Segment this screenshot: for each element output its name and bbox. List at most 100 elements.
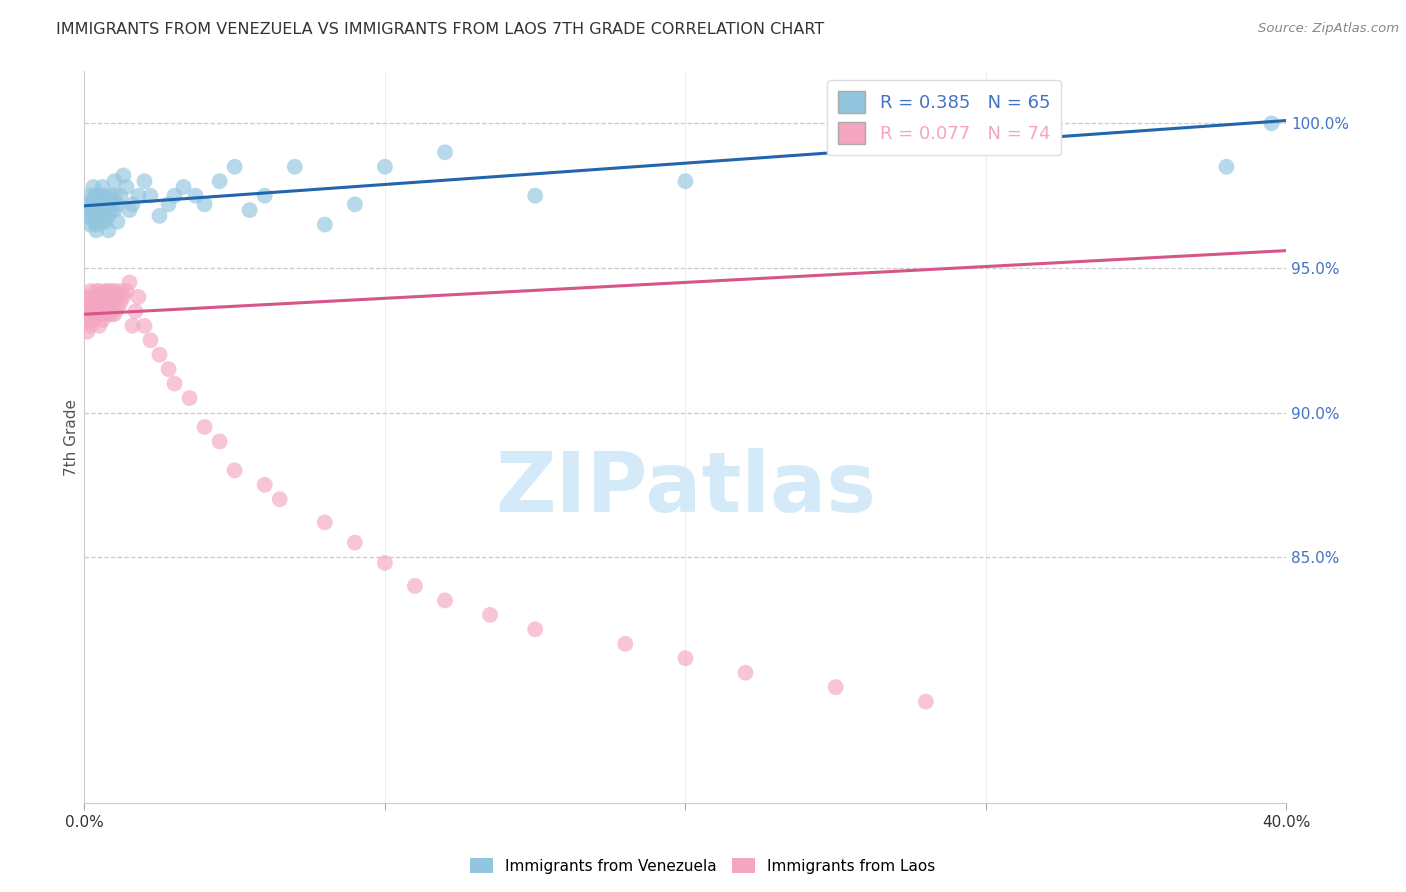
Point — [91, 301, 114, 316]
Point — [115, 284, 138, 298]
Point — [91, 192, 114, 206]
Point — [148, 348, 170, 362]
Point — [76, 313, 98, 327]
Point — [89, 197, 111, 211]
Point — [82, 215, 104, 229]
Point — [94, 188, 117, 202]
Point — [434, 145, 457, 160]
Point — [110, 188, 132, 202]
Point — [97, 284, 120, 298]
Text: Source: ZipAtlas.com: Source: ZipAtlas.com — [1258, 22, 1399, 36]
Point — [121, 318, 143, 333]
Point — [91, 313, 114, 327]
Point — [94, 295, 117, 310]
Point — [103, 174, 125, 188]
Point — [76, 304, 98, 318]
Point — [675, 174, 697, 188]
Point — [614, 637, 637, 651]
Point — [112, 290, 135, 304]
Point — [82, 313, 104, 327]
Point — [374, 556, 396, 570]
Point — [179, 391, 201, 405]
Point — [103, 307, 125, 321]
Point — [97, 223, 120, 237]
Point — [915, 695, 938, 709]
Point — [91, 215, 114, 229]
Point — [94, 290, 117, 304]
Point — [76, 197, 98, 211]
Point — [675, 651, 697, 665]
Point — [314, 516, 336, 530]
Point — [79, 301, 101, 316]
Point — [343, 535, 366, 549]
Point — [124, 304, 146, 318]
Point — [148, 209, 170, 223]
Text: ZIPatlas: ZIPatlas — [495, 448, 876, 529]
Point — [94, 307, 117, 321]
Point — [194, 420, 217, 434]
Point — [86, 209, 108, 223]
Point — [82, 301, 104, 316]
Point — [103, 284, 125, 298]
Point — [86, 223, 108, 237]
Point — [86, 284, 108, 298]
Point — [86, 301, 108, 316]
Point — [89, 188, 111, 202]
Point — [89, 318, 111, 333]
Point — [1260, 116, 1282, 130]
Point — [100, 307, 122, 321]
Point — [239, 203, 262, 218]
Point — [94, 215, 117, 229]
Point — [134, 174, 156, 188]
Point — [110, 295, 132, 310]
Point — [82, 203, 104, 218]
Point — [107, 301, 129, 316]
Point — [127, 290, 149, 304]
Point — [121, 197, 143, 211]
Point — [76, 290, 98, 304]
Point — [734, 665, 756, 680]
Point — [103, 188, 125, 202]
Point — [208, 174, 231, 188]
Legend: Immigrants from Venezuela, Immigrants from Laos: Immigrants from Venezuela, Immigrants fr… — [464, 852, 942, 880]
Point — [224, 463, 246, 477]
Point — [107, 197, 129, 211]
Point — [86, 203, 108, 218]
Point — [134, 318, 156, 333]
Point — [269, 492, 291, 507]
Point — [100, 203, 122, 218]
Point — [76, 325, 98, 339]
Text: IMMIGRANTS FROM VENEZUELA VS IMMIGRANTS FROM LAOS 7TH GRADE CORRELATION CHART: IMMIGRANTS FROM VENEZUELA VS IMMIGRANTS … — [56, 22, 824, 37]
Point — [112, 169, 135, 183]
Point — [94, 284, 117, 298]
Point — [434, 593, 457, 607]
Point — [115, 180, 138, 194]
Point — [110, 284, 132, 298]
Point — [89, 301, 111, 316]
Point — [127, 188, 149, 202]
Point — [76, 301, 98, 316]
Point — [824, 680, 846, 694]
Point — [253, 477, 276, 491]
Point — [284, 160, 307, 174]
Point — [86, 197, 108, 211]
Point — [91, 290, 114, 304]
Point — [184, 188, 207, 202]
Point — [79, 203, 101, 218]
Point — [163, 188, 186, 202]
Point — [97, 307, 120, 321]
Point — [253, 188, 276, 202]
Point — [100, 295, 122, 310]
Point — [479, 607, 502, 622]
Point — [89, 203, 111, 218]
Point — [86, 290, 108, 304]
Point — [224, 160, 246, 174]
Point — [103, 203, 125, 218]
Point — [86, 295, 108, 310]
Point — [82, 295, 104, 310]
Legend: R = 0.385   N = 65, R = 0.077   N = 74: R = 0.385 N = 65, R = 0.077 N = 74 — [827, 80, 1062, 155]
Point — [208, 434, 231, 449]
Point — [79, 318, 101, 333]
Point — [194, 197, 217, 211]
Point — [524, 623, 547, 637]
